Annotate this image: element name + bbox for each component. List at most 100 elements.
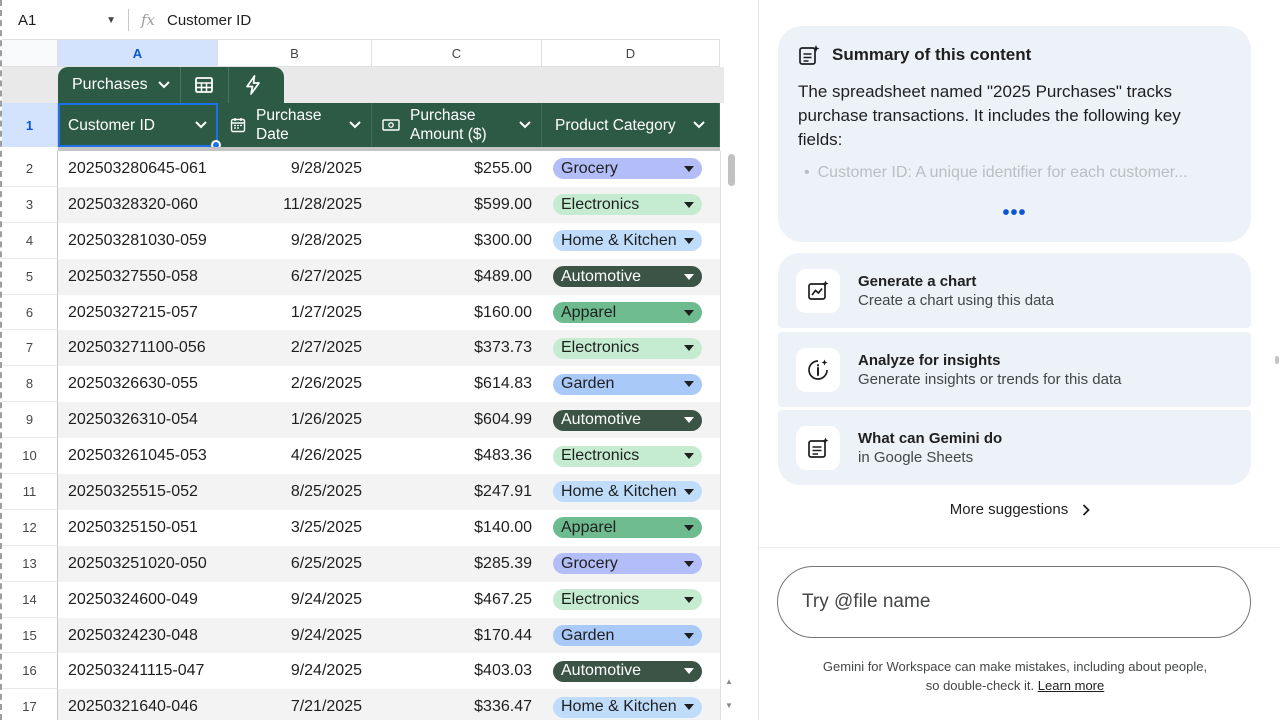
cell-purchase-date[interactable]: 1/26/2025 [290, 411, 362, 429]
cell-product-category[interactable]: Apparel [542, 510, 712, 546]
row-header[interactable]: 13 [2, 545, 58, 582]
category-chip[interactable]: Apparel [553, 517, 702, 539]
cell-purchase-date[interactable]: 3/25/2025 [290, 518, 362, 536]
cell-purchase-date[interactable]: 1/27/2025 [290, 303, 362, 321]
table-name-menu[interactable]: Purchases [58, 67, 181, 103]
row-header[interactable]: 7 [2, 330, 58, 367]
cell-purchase-amount[interactable]: $247.91 [474, 482, 532, 500]
row-header[interactable]: 12 [2, 509, 58, 546]
category-chip[interactable]: Electronics [553, 194, 702, 216]
category-chip[interactable]: Home & Kitchen [553, 230, 702, 252]
cell-purchase-amount[interactable]: $614.83 [474, 375, 532, 393]
cell-product-category[interactable]: Electronics [542, 187, 712, 223]
row-header[interactable]: 14 [2, 581, 58, 618]
row-header-1[interactable]: 1 [2, 103, 58, 147]
cell-purchase-date[interactable]: 9/28/2025 [290, 231, 362, 249]
cell-purchase-date[interactable]: 6/27/2025 [290, 267, 362, 285]
cell-purchase-amount[interactable]: $336.47 [474, 698, 532, 716]
cell-product-category[interactable]: Electronics [542, 438, 712, 474]
cell-purchase-date[interactable]: 2/27/2025 [290, 339, 362, 357]
more-suggestions-button[interactable]: More suggestions [759, 501, 1280, 518]
row-header[interactable]: 10 [2, 438, 58, 475]
category-chip[interactable]: Automotive [553, 266, 702, 288]
cell-customer-id[interactable]: 20250327215-057 [68, 303, 198, 321]
cell-purchase-amount[interactable]: $489.00 [474, 267, 532, 285]
cell-customer-id[interactable]: 202503261045-053 [68, 447, 207, 465]
category-chip[interactable]: Electronics [553, 337, 702, 359]
category-chip[interactable]: Garden [553, 373, 702, 395]
cell-purchase-date[interactable]: 8/25/2025 [290, 482, 362, 500]
cell-customer-id[interactable]: 202503281030-059 [68, 231, 207, 249]
scroll-down-icon[interactable]: ▼ [725, 701, 733, 710]
row-header[interactable]: 5 [2, 258, 58, 295]
prompt-input[interactable] [802, 591, 1226, 613]
cell-purchase-amount[interactable]: $604.99 [474, 411, 532, 429]
column-header-a[interactable]: A [58, 40, 218, 66]
cell-customer-id[interactable]: 20250328320-060 [68, 195, 198, 213]
cell-purchase-date[interactable]: 6/25/2025 [290, 554, 362, 572]
suggestion-analyze-insights[interactable]: Analyze for insights Generate insights o… [778, 332, 1251, 407]
cell-purchase-amount[interactable]: $483.36 [474, 447, 532, 465]
cell-product-category[interactable]: Home & Kitchen [542, 223, 712, 259]
prompt-box[interactable] [777, 566, 1251, 638]
header-cell-product-category[interactable]: Product Category [542, 103, 720, 147]
cell-purchase-date[interactable]: 11/28/2025 [283, 195, 362, 213]
cell-product-category[interactable]: Garden [542, 366, 712, 402]
chevron-down-icon[interactable] [349, 121, 361, 129]
suggestion-generate-chart[interactable]: Generate a chart Create a chart using th… [778, 253, 1251, 328]
cell-customer-id[interactable]: 20250321640-046 [68, 698, 198, 716]
cell-purchase-amount[interactable]: $467.25 [474, 590, 532, 608]
row-header[interactable]: 15 [2, 617, 58, 654]
row-header[interactable]: 16 [2, 653, 58, 690]
cell-customer-id[interactable]: 20250326630-055 [68, 375, 198, 393]
cell-product-category[interactable]: Electronics [542, 582, 712, 618]
vertical-scrollbar[interactable]: ▲ ▼ [720, 151, 740, 720]
cell-purchase-amount[interactable]: $300.00 [474, 231, 532, 249]
category-chip[interactable]: Home & Kitchen [553, 696, 702, 718]
cell-purchase-date[interactable]: 9/24/2025 [290, 662, 362, 680]
cell-customer-id[interactable]: 202503241115-047 [68, 662, 205, 680]
category-chip[interactable]: Electronics [553, 445, 702, 467]
cell-purchase-amount[interactable]: $255.00 [474, 159, 532, 177]
row-header[interactable]: 17 [2, 689, 58, 720]
cell-purchase-amount[interactable]: $170.44 [474, 626, 532, 644]
chevron-down-icon[interactable] [519, 121, 531, 129]
cell-product-category[interactable]: Electronics [542, 330, 712, 366]
expand-summary-button[interactable]: ••• [1002, 202, 1027, 224]
row-header[interactable]: 6 [2, 294, 58, 331]
category-chip[interactable]: Home & Kitchen [553, 481, 702, 503]
cell-purchase-amount[interactable]: $285.39 [474, 554, 532, 572]
scrollbar-thumb[interactable] [728, 154, 735, 186]
select-all-corner[interactable] [2, 40, 58, 66]
table-view-button[interactable] [181, 67, 229, 103]
cell-purchase-date[interactable]: 9/24/2025 [290, 626, 362, 644]
header-cell-purchase-date[interactable]: Purchase Date [218, 103, 372, 147]
frozen-row-divider[interactable] [58, 147, 720, 151]
cell-product-category[interactable]: Home & Kitchen [542, 689, 712, 720]
cell-product-category[interactable]: Automotive [542, 402, 712, 438]
column-header-d[interactable]: D [542, 40, 720, 66]
cell-purchase-date[interactable]: 9/28/2025 [290, 159, 362, 177]
row-header[interactable]: 11 [2, 474, 58, 510]
cell-customer-id[interactable]: 202503251020-050 [68, 554, 207, 572]
cell-purchase-date[interactable]: 4/26/2025 [290, 447, 362, 465]
category-chip[interactable]: Automotive [553, 660, 702, 682]
category-chip[interactable]: Apparel [553, 302, 702, 323]
row-header[interactable]: 2 [2, 151, 58, 187]
cell-customer-id[interactable]: 20250325515-052 [68, 482, 198, 500]
cell-purchase-amount[interactable]: $403.03 [474, 662, 532, 680]
cell-customer-id[interactable]: 20250324230-048 [68, 626, 198, 644]
row-header[interactable]: 9 [2, 402, 58, 439]
cell-product-category[interactable]: Grocery [542, 546, 712, 582]
category-chip[interactable]: Automotive [553, 409, 702, 431]
cell-purchase-amount[interactable]: $160.00 [474, 303, 532, 321]
cell-product-category[interactable]: Grocery [542, 151, 712, 187]
cell-product-category[interactable]: Garden [542, 618, 712, 654]
header-cell-purchase-amount[interactable]: Purchase Amount ($) [372, 103, 542, 147]
cell-purchase-date[interactable]: 2/26/2025 [290, 375, 362, 393]
chevron-down-icon[interactable] [195, 121, 207, 129]
cell-product-category[interactable]: Home & Kitchen [542, 474, 712, 510]
cell-product-category[interactable]: Automotive [542, 259, 712, 295]
cell-customer-id[interactable]: 202503280645-061 [68, 159, 207, 177]
formula-input[interactable]: Customer ID [167, 11, 252, 29]
